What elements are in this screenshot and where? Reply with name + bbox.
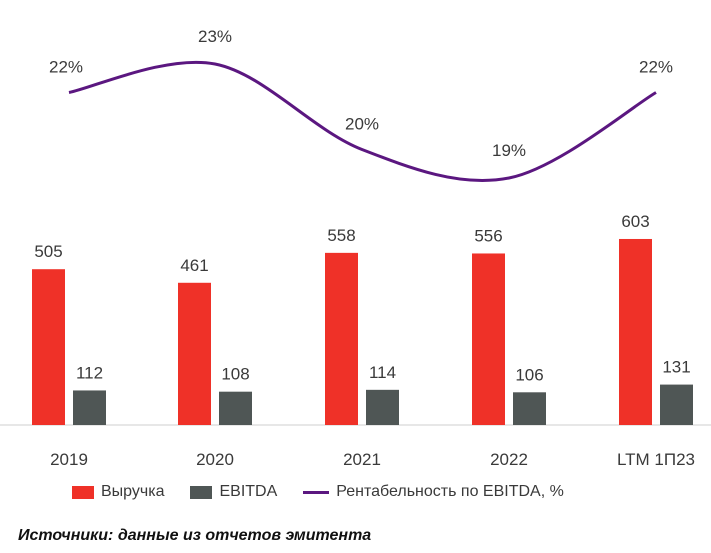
bar-ebitda-2021 xyxy=(366,389,399,425)
legend-label-revenue: Выручка xyxy=(101,483,165,500)
legend-swatch-revenue xyxy=(72,485,94,499)
bar-revenue-2020 xyxy=(178,282,211,425)
bar-revenue-ltm-1п23 xyxy=(619,238,652,425)
bar-ebitda-2019 xyxy=(73,390,106,425)
legend-swatch-ebitda xyxy=(190,485,213,499)
data-label-ebitda-2019: 112 xyxy=(76,363,103,382)
data-label-ebitda-2022: 106 xyxy=(515,365,543,384)
legend-item-revenue: Выручка xyxy=(72,483,164,501)
bar-revenue-2019 xyxy=(32,269,65,425)
bar-ebitda-2020 xyxy=(219,391,252,425)
data-label-margin-2019: 22% xyxy=(49,58,83,77)
data-label-revenue-2019: 505 xyxy=(34,242,62,261)
source-note: Источники: данные из отчетов эмитента xyxy=(18,527,372,544)
x-tick-label-2019: 2019 xyxy=(50,450,88,469)
bar-ebitda-ltm-1п23 xyxy=(660,384,693,425)
data-label-revenue-ltm-1п23: 603 xyxy=(621,212,649,231)
data-label-margin-2020: 23% xyxy=(198,27,232,46)
data-label-revenue-2022: 556 xyxy=(474,226,502,245)
legend: Выручка EBITDA Рентабельность по EBITDA,… xyxy=(72,483,590,501)
x-tick-label-2022: 2022 xyxy=(490,450,528,469)
margin-line xyxy=(68,60,657,182)
bar-ebitda-2022 xyxy=(513,392,546,425)
x-tick-label-2020: 2020 xyxy=(196,450,234,469)
legend-label-ebitda: EBITDA xyxy=(219,483,278,500)
legend-item-ebitda: EBITDA xyxy=(190,483,277,501)
legend-item-margin: Рентабельность по EBITDA, % xyxy=(303,483,564,501)
chart: 505 112 2019 461 108 2020 558 114 2021 556 106 2022… xyxy=(0,27,711,469)
x-tick-label-ltm-1п23: LTM 1П23 xyxy=(617,450,695,469)
legend-swatch-margin xyxy=(303,490,330,494)
data-label-revenue-2021: 558 xyxy=(327,226,355,245)
data-label-ebitda-ltm-1п23: 131 xyxy=(662,358,690,377)
data-label-margin-2022: 19% xyxy=(492,141,526,160)
data-label-ebitda-2021: 114 xyxy=(369,363,396,382)
legend-label-margin: Рентабельность по EBITDA, % xyxy=(336,483,564,500)
data-label-revenue-2020: 461 xyxy=(180,256,208,275)
data-label-margin-2021: 20% xyxy=(345,115,379,134)
x-tick-label-2021: 2021 xyxy=(343,450,381,469)
bar-revenue-2022 xyxy=(472,253,505,425)
data-label-margin-ltm-1п23: 22% xyxy=(639,58,673,77)
data-label-ebitda-2020: 108 xyxy=(221,365,249,384)
bar-revenue-2021 xyxy=(325,252,358,425)
